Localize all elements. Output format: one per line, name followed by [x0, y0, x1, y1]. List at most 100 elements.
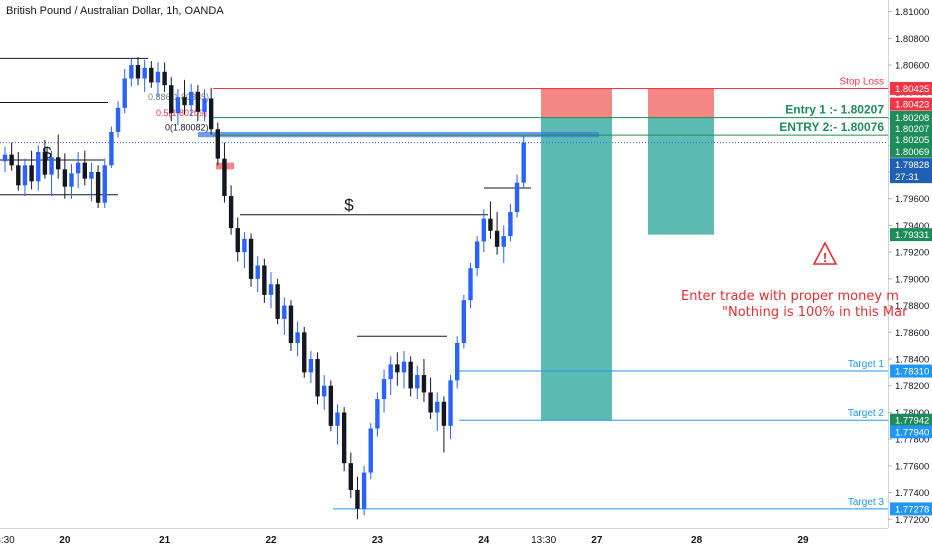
price-badge-0: [890, 81, 932, 95]
candle-body-49: [328, 385, 334, 426]
candle-body-77: [514, 182, 520, 213]
candle-body-13: [89, 171, 94, 179]
price-badge-label-9: 1.78310: [895, 367, 929, 378]
candle-body-74: [494, 230, 500, 247]
price-badge-3: [890, 122, 932, 136]
candle-body-53: [355, 489, 360, 509]
candle-body-59: [395, 364, 400, 373]
stop-loss-zone-2: [648, 88, 714, 118]
candle-body-66: [441, 401, 447, 426]
price-tick-label-10: 1.79000: [895, 274, 929, 285]
liquidity-mark-2: $: [344, 196, 354, 215]
fib-label-05: 0.5(1.80209): [156, 108, 207, 118]
level-label-0: Stop Loss: [840, 76, 884, 87]
level-label-1: Entry 1 :- 1.80207: [785, 103, 884, 117]
candle-body-28: [189, 91, 194, 106]
price-badge-label-6: 1.79828: [895, 160, 929, 171]
time-label-1: 20: [59, 535, 71, 546]
price-badge-label-3: 1.80207: [895, 124, 929, 135]
price-tick-label-11: 1.78800: [895, 301, 929, 312]
price-tick-label-19: 1.77200: [895, 515, 929, 526]
price-badge-label-10: 1.77942: [895, 416, 929, 427]
level-label-3: Target 1: [848, 359, 885, 370]
candle-body-14: [95, 171, 101, 203]
candle-body-32: [215, 129, 220, 159]
time-label-6: 13:30: [531, 535, 556, 546]
time-label-4: 23: [372, 535, 384, 546]
warning-icon-mark: !: [823, 250, 827, 265]
time-label-5: 24: [478, 535, 490, 546]
candle-body-34: [228, 196, 234, 229]
candle-body-70: [468, 268, 473, 301]
price-badge-label-8: 1.79331: [895, 230, 929, 241]
candle-body-36: [242, 238, 247, 253]
candle-body-37: [248, 238, 254, 279]
candle-body-10: [69, 173, 74, 187]
price-tick-label-14: 1.78200: [895, 381, 929, 392]
level-label-2: ENTRY 2:- 1.80076: [779, 120, 884, 134]
candle-body-38: [255, 265, 260, 279]
price-badge-label-0: 1.80425: [895, 84, 929, 95]
time-label-3: 22: [265, 535, 277, 546]
candle-body-21: [142, 67, 147, 79]
price-tick-label-18: 1.77400: [895, 488, 929, 499]
candle-body-50: [335, 412, 340, 426]
candle-body-35: [235, 228, 240, 253]
price-badge-2: [890, 110, 932, 124]
candle-body-68: [455, 342, 460, 381]
price-badge-11: [890, 425, 932, 439]
candle-body-65: [435, 401, 440, 413]
time-label-7: 27: [591, 535, 603, 546]
liquidity-mark-1: $: [42, 144, 52, 163]
candle-body-54: [361, 472, 367, 509]
chart-title: British Pound / Australian Dollar, 1h, O…: [6, 5, 224, 17]
candle-body-2: [16, 165, 21, 186]
candle-body-56: [375, 399, 380, 429]
candle-body-72: [481, 218, 486, 242]
candle-body-7: [49, 157, 54, 175]
candle-body-12: [82, 162, 87, 179]
candle-body-52: [348, 463, 353, 490]
candle-body-8: [56, 157, 61, 170]
price-badge-1: [890, 97, 932, 111]
candle-body-30: [202, 98, 207, 112]
time-label-2: 21: [159, 535, 171, 546]
candle-body-43: [288, 305, 294, 343]
candle-body-48: [322, 385, 327, 397]
candle-body-31: [208, 98, 214, 130]
candle-body-75: [501, 236, 506, 247]
level-label-5: Target 3: [848, 497, 885, 508]
price-badge-label-1: 1.80423: [895, 100, 929, 111]
price-tick-label-0: 1.81000: [895, 7, 929, 18]
level-label-4: Target 2: [848, 408, 885, 419]
price-badge-6: [890, 158, 932, 172]
candle-body-69: [461, 300, 467, 343]
candle-body-22: [149, 67, 154, 83]
candle-body-0: [2, 154, 8, 162]
warning-icon: [812, 241, 838, 265]
price-badge-9: [890, 364, 932, 378]
candle-body-46: [308, 359, 314, 373]
candle-body-25: [169, 85, 174, 114]
price-badge-7: [890, 170, 932, 184]
candle-body-41: [275, 284, 280, 319]
candle-body-9: [62, 169, 68, 187]
time-label-9: 29: [797, 535, 809, 546]
fib-label-0: 0(1.80082): [165, 123, 209, 133]
candle-body-67: [448, 380, 453, 426]
price-tick-label-2: 1.80600: [895, 61, 929, 72]
candle-body-17: [115, 107, 121, 132]
candle-body-42: [282, 305, 287, 319]
candle-body-55: [368, 428, 373, 473]
price-tick-label-12: 1.78600: [895, 328, 929, 339]
price-badge-label-5: 1.80069: [895, 147, 929, 158]
candle-body-4: [29, 165, 34, 182]
candle-body-27: [182, 97, 187, 106]
candle-body-76: [508, 212, 513, 237]
price-badge-10: [890, 413, 932, 427]
price-badge-4: [890, 133, 932, 147]
candle-body-64: [428, 392, 433, 413]
candle-body-62: [415, 375, 420, 389]
price-tick-label-9: 1.79200: [895, 248, 929, 259]
